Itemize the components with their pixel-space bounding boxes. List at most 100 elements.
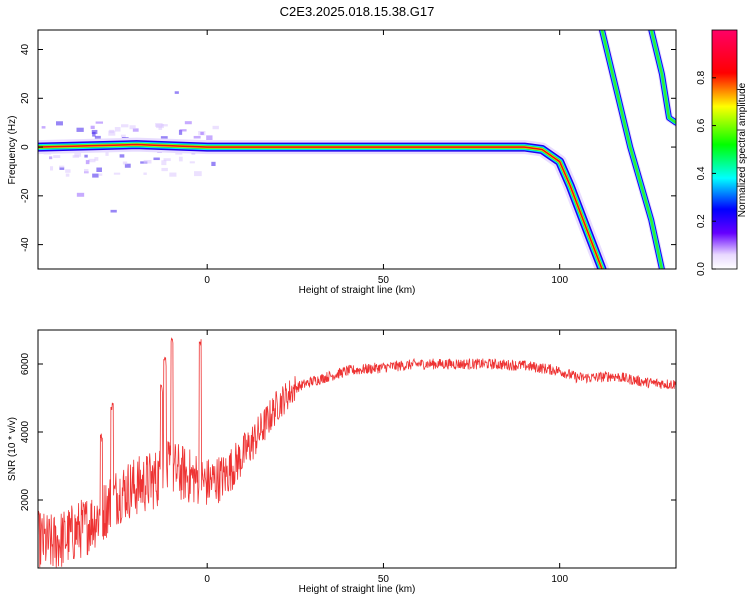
colorbar-gradient (711, 29, 738, 270)
figure-title: C2E3.2025.018.15.38.G17 (280, 4, 435, 19)
snr-y-tick-label: 2000 (20, 488, 31, 511)
spectrogram-noise-blob (90, 125, 95, 129)
spectrogram-noise-blob (84, 168, 89, 174)
spectrogram-x-tick-label: 100 (551, 275, 568, 286)
spectrogram-noise-blob (98, 173, 103, 176)
spectrogram-noise-blob (184, 121, 192, 125)
spectrogram-noise-blob (108, 130, 116, 136)
spectrogram-y-tick-label: 20 (20, 92, 31, 104)
spectrogram-x-tick-label: 0 (204, 275, 210, 286)
spectrogram-noise-blob (160, 136, 168, 139)
spectrogram-y-tick-label: 40 (20, 44, 31, 56)
spectrogram-noise-blob (153, 157, 160, 161)
spectrogram-noise-blob (143, 172, 147, 175)
spectrogram-noise-blob (94, 135, 101, 141)
spectrogram-noise-blob (96, 167, 102, 172)
main-ridge-core (38, 143, 604, 269)
spectrogram-noise-blob (84, 154, 88, 158)
spectrogram-noise-blob (143, 159, 152, 164)
colorbar-ticks: 0.0 0.2 0.4 0.6 0.8 (696, 70, 716, 276)
spectrogram-noise-blob (74, 152, 82, 157)
spectrogram-noise-blob (122, 161, 128, 165)
colorbar-tick-label: 0.4 (696, 166, 707, 180)
spectrogram-noise-blob (161, 160, 167, 166)
spectrogram-y-tick-label: -40 (20, 237, 31, 252)
main-ridge-outer (38, 140, 607, 269)
spectrogram-noise-blob (59, 167, 65, 170)
spectrogram-xlabel: Height of straight line (km) (299, 285, 416, 296)
snr-x-tick-label: 0 (204, 574, 210, 585)
spectrogram-noise-blob (161, 124, 168, 127)
colorbar-tick-label: 0.6 (696, 118, 707, 132)
snr-x-ticks: 0 50 100 (204, 330, 568, 585)
spectrogram-noise-blob (105, 151, 109, 156)
spectrogram-noise-blob (41, 126, 46, 129)
snr-y-tick-label: 6000 (20, 352, 31, 375)
spectrogram-noise-blob (109, 129, 115, 134)
main-ridge-peak (38, 143, 603, 269)
spectrogram-noise-blob (88, 158, 96, 163)
spectrogram-noise-blob (121, 124, 129, 128)
spectrogram-noise-blob (169, 172, 177, 177)
spectrogram-noise-blob (120, 134, 126, 140)
spectrogram-noise-blob (114, 127, 121, 132)
spectrogram-y-tick-label: -20 (20, 188, 31, 203)
spectrogram-noise-blob (76, 127, 84, 132)
snr-y-ticks: 2000 4000 6000 (20, 352, 676, 511)
main-ridge-mid (38, 141, 605, 269)
image-ridge-2-inner (650, 30, 676, 124)
spectrogram-noise-blob (179, 129, 187, 132)
spectrogram-x-ticks: 0 50 100 (204, 30, 568, 286)
spectrogram-noise-blob (85, 160, 90, 165)
snr-frame (37, 329, 677, 569)
spectrogram-noise-blob (124, 163, 131, 168)
spectrogram-noise-blob (53, 155, 61, 159)
spectrogram-noise-blob (94, 157, 99, 161)
spectrogram-noise-blob (194, 171, 202, 177)
spectrogram-noise-blob (49, 156, 53, 160)
spectrogram-noise-blob (211, 161, 216, 167)
spectrogram-noise-blob (178, 156, 183, 162)
spectrogram-noise-blob (110, 209, 117, 213)
spectrogram-y-tick-label: 0 (20, 144, 31, 150)
snr-series-line (38, 337, 676, 568)
colorbar-label: Normalized spectral amplitude (737, 82, 748, 217)
snr-y-tick-label: 4000 (20, 420, 31, 443)
spectrogram-noise-blob (76, 192, 85, 197)
spectrogram-noise-blob (155, 123, 163, 127)
spectrogram-noise-blob (56, 121, 63, 126)
spectrogram-noise-blob (178, 130, 183, 135)
colorbar-tick-label: 0.0 (696, 262, 707, 276)
snr-x-tick-label: 50 (378, 574, 390, 585)
spectrogram-noise-blob (163, 158, 171, 162)
spectrogram-noise-blob (206, 135, 213, 141)
spectrogram-noise-blob (132, 128, 139, 132)
image-ridge-1-inner (600, 30, 664, 269)
spectrogram-noise-blob (129, 125, 136, 130)
spectrogram-noise-blob (92, 131, 96, 137)
snr-ylabel: SNR (10 * v/v) (7, 417, 18, 481)
spectrogram-noise-blob (113, 172, 121, 175)
spectrogram-frame (37, 29, 677, 270)
snr-panel: 2000 4000 6000 0 50 100 Height of straight l… (7, 329, 677, 595)
spectrogram-panel: -40 -20 0 20 40 0 50 100 Height of straight li… (7, 29, 677, 296)
spectrogram-noise-blob (92, 173, 99, 178)
spectrogram-noise-blob (200, 131, 204, 135)
spectrogram-noise-blob (119, 154, 125, 158)
spectrogram-noise-blob (161, 167, 168, 172)
spectrogram-noise-blob (59, 165, 65, 168)
snr-xlabel: Height of straight line (km) (299, 584, 416, 595)
main-ridge-halo (38, 137, 609, 269)
spectrogram-x-tick-label: 50 (378, 275, 390, 286)
spectrogram-noise-blob (72, 155, 80, 158)
main-ridge-inner (38, 142, 604, 269)
spectrogram-noise-blob (212, 125, 219, 130)
spectrogram-noise-blob (65, 173, 70, 177)
spectrogram-ylabel: Frequency (Hz) (7, 116, 18, 185)
snr-x-tick-label: 100 (551, 574, 568, 585)
colorbar: 0.0 0.2 0.4 0.6 0.8 Normalized spectral ampl… (696, 29, 748, 276)
spectrogram-noise-blob (174, 91, 179, 94)
spectrogram-noise-blob (193, 135, 201, 139)
colorbar-tick-label: 0.8 (696, 70, 707, 84)
